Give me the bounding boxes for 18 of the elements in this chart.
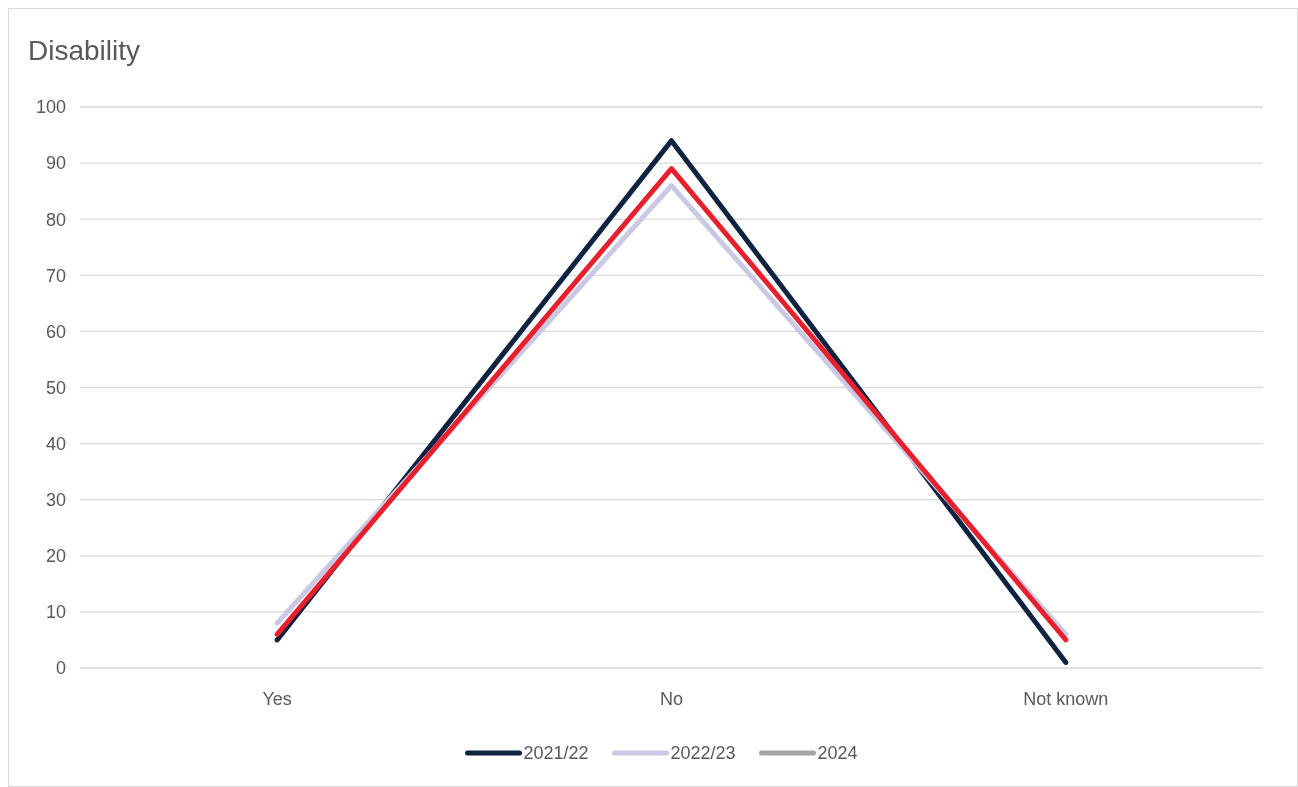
y-tick-label: 10: [45, 602, 66, 623]
chart-title: Disability: [28, 35, 141, 66]
x-tick-label: Not known: [1023, 689, 1109, 709]
y-tick-label: 30: [45, 490, 66, 510]
y-tick-label: 60: [45, 321, 66, 342]
x-tick-label: Yes: [262, 689, 292, 709]
legend-label: 2021/22: [523, 743, 589, 764]
y-tick-label: 70: [45, 265, 66, 286]
y-tick-label: 90: [45, 153, 66, 174]
legend-label: 2022/23: [670, 743, 736, 764]
y-tick-label: 20: [45, 546, 66, 567]
y-tick-label: 40: [45, 433, 66, 454]
legend-label: 2024: [817, 743, 858, 764]
x-tick-label: No: [659, 689, 684, 709]
y-tick-label: 80: [45, 209, 66, 230]
y-tick-label: 100: [35, 97, 66, 118]
y-tick-label: 0: [55, 658, 66, 679]
y-tick-label: 50: [45, 377, 66, 398]
